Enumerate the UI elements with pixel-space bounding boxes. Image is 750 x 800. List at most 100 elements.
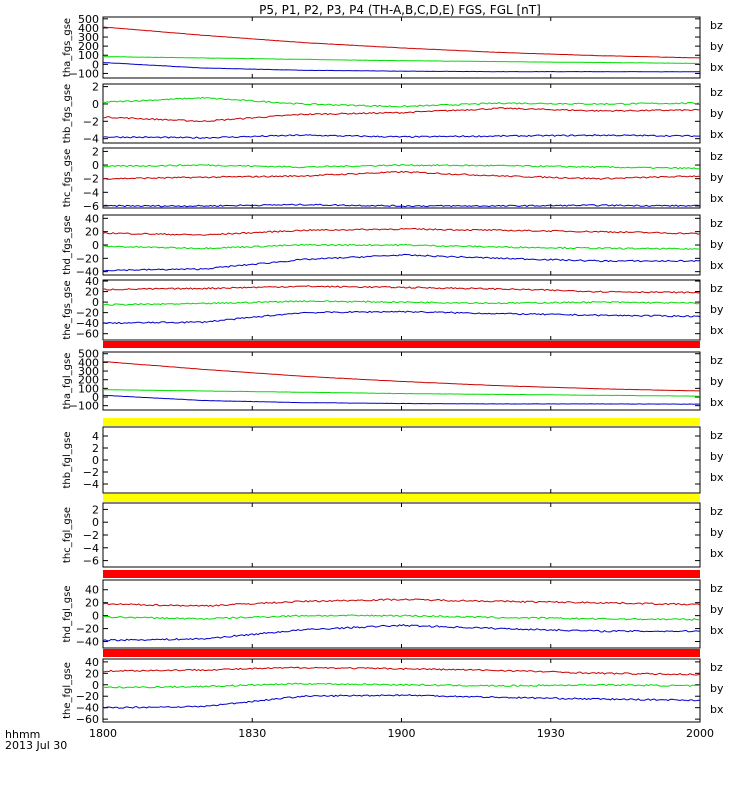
date-label: 2013 Jul 30 bbox=[5, 739, 67, 752]
legend-bx: bx bbox=[710, 259, 724, 272]
y-tick-label: 2 bbox=[92, 503, 99, 516]
legend-bz: bz bbox=[710, 150, 723, 163]
y-tick-label: −4 bbox=[83, 133, 99, 146]
y-tick-label: −2 bbox=[83, 173, 99, 186]
y-tick-label: −20 bbox=[76, 623, 99, 636]
y-tick-label: −40 bbox=[76, 636, 99, 649]
panel-frame bbox=[102, 426, 701, 494]
x-tick-label: 1930 bbox=[537, 727, 565, 740]
y-tick-label: 20 bbox=[85, 226, 99, 239]
x-tick-label: 1830 bbox=[238, 727, 266, 740]
y-tick-label: 300 bbox=[78, 365, 99, 378]
series-bx bbox=[102, 134, 700, 140]
y-tick-label: 400 bbox=[78, 356, 99, 369]
panel-thb_fgs_gse: −4 −2 0 2 thb_fgs_gse bz by bx bbox=[62, 81, 724, 146]
y-tick-label: −4 bbox=[83, 542, 99, 555]
legend-bz: bz bbox=[710, 661, 723, 674]
series-bz bbox=[103, 107, 700, 123]
x-tick-label: 1800 bbox=[89, 727, 117, 740]
y-tick-label: 40 bbox=[85, 212, 99, 225]
x-tick-label: 1900 bbox=[388, 727, 416, 740]
legend-bz: bz bbox=[710, 354, 723, 367]
legend-by: by bbox=[710, 238, 724, 251]
legend-by: by bbox=[710, 603, 724, 616]
y-tick-label: 0 bbox=[92, 679, 99, 692]
y-tick-label: −40 bbox=[76, 317, 99, 330]
time-axis-label: hhmm bbox=[5, 728, 40, 741]
y-tick-label: 0 bbox=[92, 239, 99, 252]
y-tick-label: −20 bbox=[76, 252, 99, 265]
y-axis-label: thb_fgl_gse bbox=[62, 432, 73, 489]
y-tick-label: 0 bbox=[92, 391, 99, 404]
series-by bbox=[102, 614, 701, 621]
y-tick-label: −40 bbox=[76, 702, 99, 715]
legend-by: by bbox=[710, 682, 724, 695]
y-tick-label: 4 bbox=[92, 430, 99, 443]
y-tick-label: 500 bbox=[78, 13, 99, 26]
legend-bx: bx bbox=[710, 128, 724, 141]
y-tick-label: −6 bbox=[83, 555, 99, 568]
y-tick-label: 100 bbox=[78, 49, 99, 62]
legend-bz: bz bbox=[710, 582, 723, 595]
legend-by: by bbox=[710, 375, 724, 388]
y-tick-label: −2 bbox=[83, 115, 99, 128]
y-tick-label: −4 bbox=[83, 186, 99, 199]
series-by bbox=[102, 96, 701, 108]
y-tick-label: 200 bbox=[78, 40, 99, 53]
series-bz bbox=[102, 170, 701, 180]
legend-bx: bx bbox=[710, 324, 724, 337]
y-tick-label: 20 bbox=[85, 286, 99, 299]
y-tick-label: 0 bbox=[92, 610, 99, 623]
series-by bbox=[102, 163, 701, 170]
series-bz bbox=[103, 26, 700, 59]
panel-frame bbox=[102, 502, 701, 568]
legend-bz: bz bbox=[710, 86, 723, 99]
y-tick-label: 2 bbox=[92, 81, 99, 94]
coverage-bar-4 bbox=[103, 649, 700, 657]
y-axis-label: thd_fgl_gse bbox=[62, 586, 73, 643]
y-tick-label: 0 bbox=[92, 516, 99, 529]
panel-thc_fgl_gse: −6−4−202 thc_fgl_gse bz by bx bbox=[62, 502, 724, 568]
series-by bbox=[102, 300, 701, 306]
panel-thc_fgs_gse: −6−4−202 thc_fgs_gse bz by bx bbox=[62, 145, 724, 213]
y-tick-label: −100 bbox=[69, 400, 99, 413]
series-by bbox=[102, 243, 701, 251]
series-bx bbox=[102, 253, 701, 272]
y-tick-label: 40 bbox=[85, 275, 99, 288]
y-axis-label: thd_fgs_gse bbox=[62, 215, 73, 274]
legend-bz: bz bbox=[710, 505, 723, 518]
series-bx bbox=[102, 394, 700, 405]
series-bz bbox=[102, 285, 701, 294]
legend-by: by bbox=[710, 171, 724, 184]
y-tick-label: 2 bbox=[92, 442, 99, 455]
legend-bx: bx bbox=[710, 703, 724, 716]
y-axis-label: thc_fgs_gse bbox=[62, 149, 73, 208]
series-bx bbox=[102, 203, 701, 208]
series-by bbox=[103, 682, 700, 689]
y-tick-label: 0 bbox=[92, 454, 99, 467]
series-by bbox=[102, 56, 700, 64]
y-axis-label: thb_fgs_gse bbox=[62, 84, 73, 143]
chart-title: P5, P1, P2, P3, P4 (TH-A,B,C,D,E) FGS, F… bbox=[259, 3, 541, 17]
legend-by: by bbox=[710, 526, 724, 539]
legend-bx: bx bbox=[710, 547, 724, 560]
y-axis-label: tha_fgs_gse bbox=[62, 18, 73, 77]
legend-bz: bz bbox=[710, 217, 723, 230]
legend-by: by bbox=[710, 40, 724, 53]
panel-frame bbox=[102, 147, 701, 209]
y-axis-label: thc_fgl_gse bbox=[62, 507, 73, 563]
y-tick-label: −20 bbox=[76, 307, 99, 320]
y-tick-label: 20 bbox=[85, 597, 99, 610]
legend-by: by bbox=[710, 107, 724, 120]
legend-bx: bx bbox=[710, 192, 724, 205]
coverage-bar-0 bbox=[103, 341, 700, 348]
y-tick-label: −60 bbox=[76, 328, 99, 341]
series-bz bbox=[102, 361, 700, 392]
